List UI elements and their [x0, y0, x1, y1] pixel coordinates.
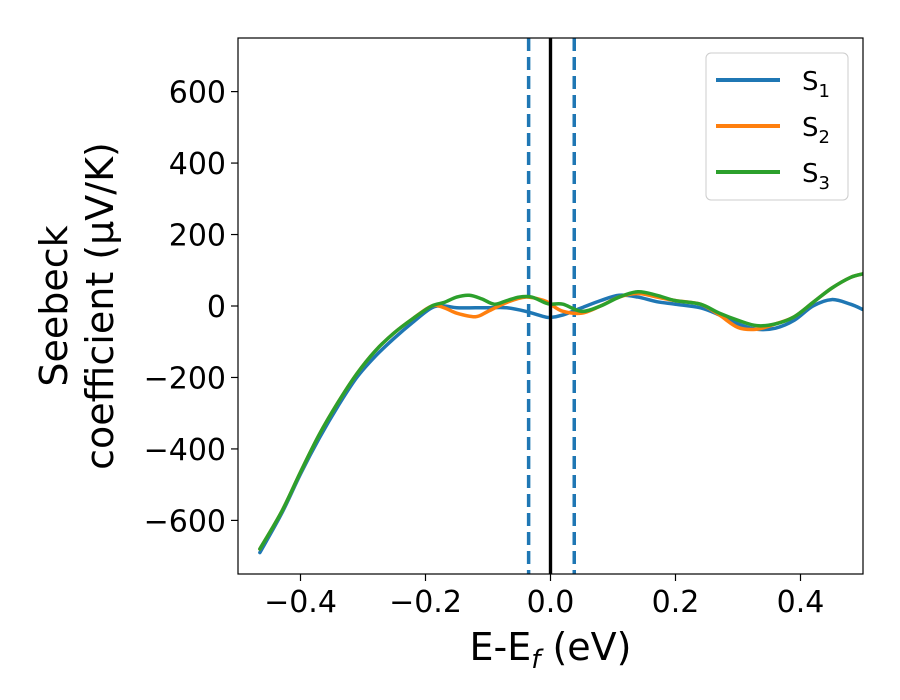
ticks-layer: −0.4 −0.2 0.0 0.2 0.4 −600 −400 −200 0 200 400 600: [144, 76, 825, 620]
y-tick-label-5: 400: [169, 147, 226, 182]
legend-label-1: S1: [802, 67, 830, 102]
x-tick-label-3: 0.2: [652, 585, 700, 620]
legend: S1 S2 S3: [705, 52, 849, 201]
y-tick-label-3: 0: [207, 290, 226, 325]
y-tick-label-1: −400: [144, 433, 226, 468]
legend-label-3: S3: [802, 159, 830, 194]
x-tick-label-4: 0.4: [777, 585, 825, 620]
y-tick-label-2: −200: [144, 361, 226, 396]
legend-label-2: S2: [802, 113, 830, 148]
y-tick-label-6: 600: [169, 76, 226, 111]
x-tick-label-1: −0.2: [389, 585, 462, 620]
y-axis-label-line2: coefficient (μV/K): [78, 142, 122, 470]
x-axis-label-main: E-E: [470, 625, 532, 669]
series-line-1: [258, 293, 863, 555]
x-axis-label-tail: (eV): [540, 625, 631, 669]
series-line-3: [258, 272, 863, 551]
y-tick-label-4: 200: [169, 219, 226, 254]
y-axis-label-line1: Seebeck: [32, 225, 76, 386]
y-tick-label-0: −600: [144, 504, 226, 539]
series-layer: [258, 38, 863, 574]
x-tick-label-0: −0.4: [264, 585, 337, 620]
x-axis-label: E-Ef (eV): [470, 625, 632, 675]
x-tick-label-2: 0.0: [527, 585, 575, 620]
